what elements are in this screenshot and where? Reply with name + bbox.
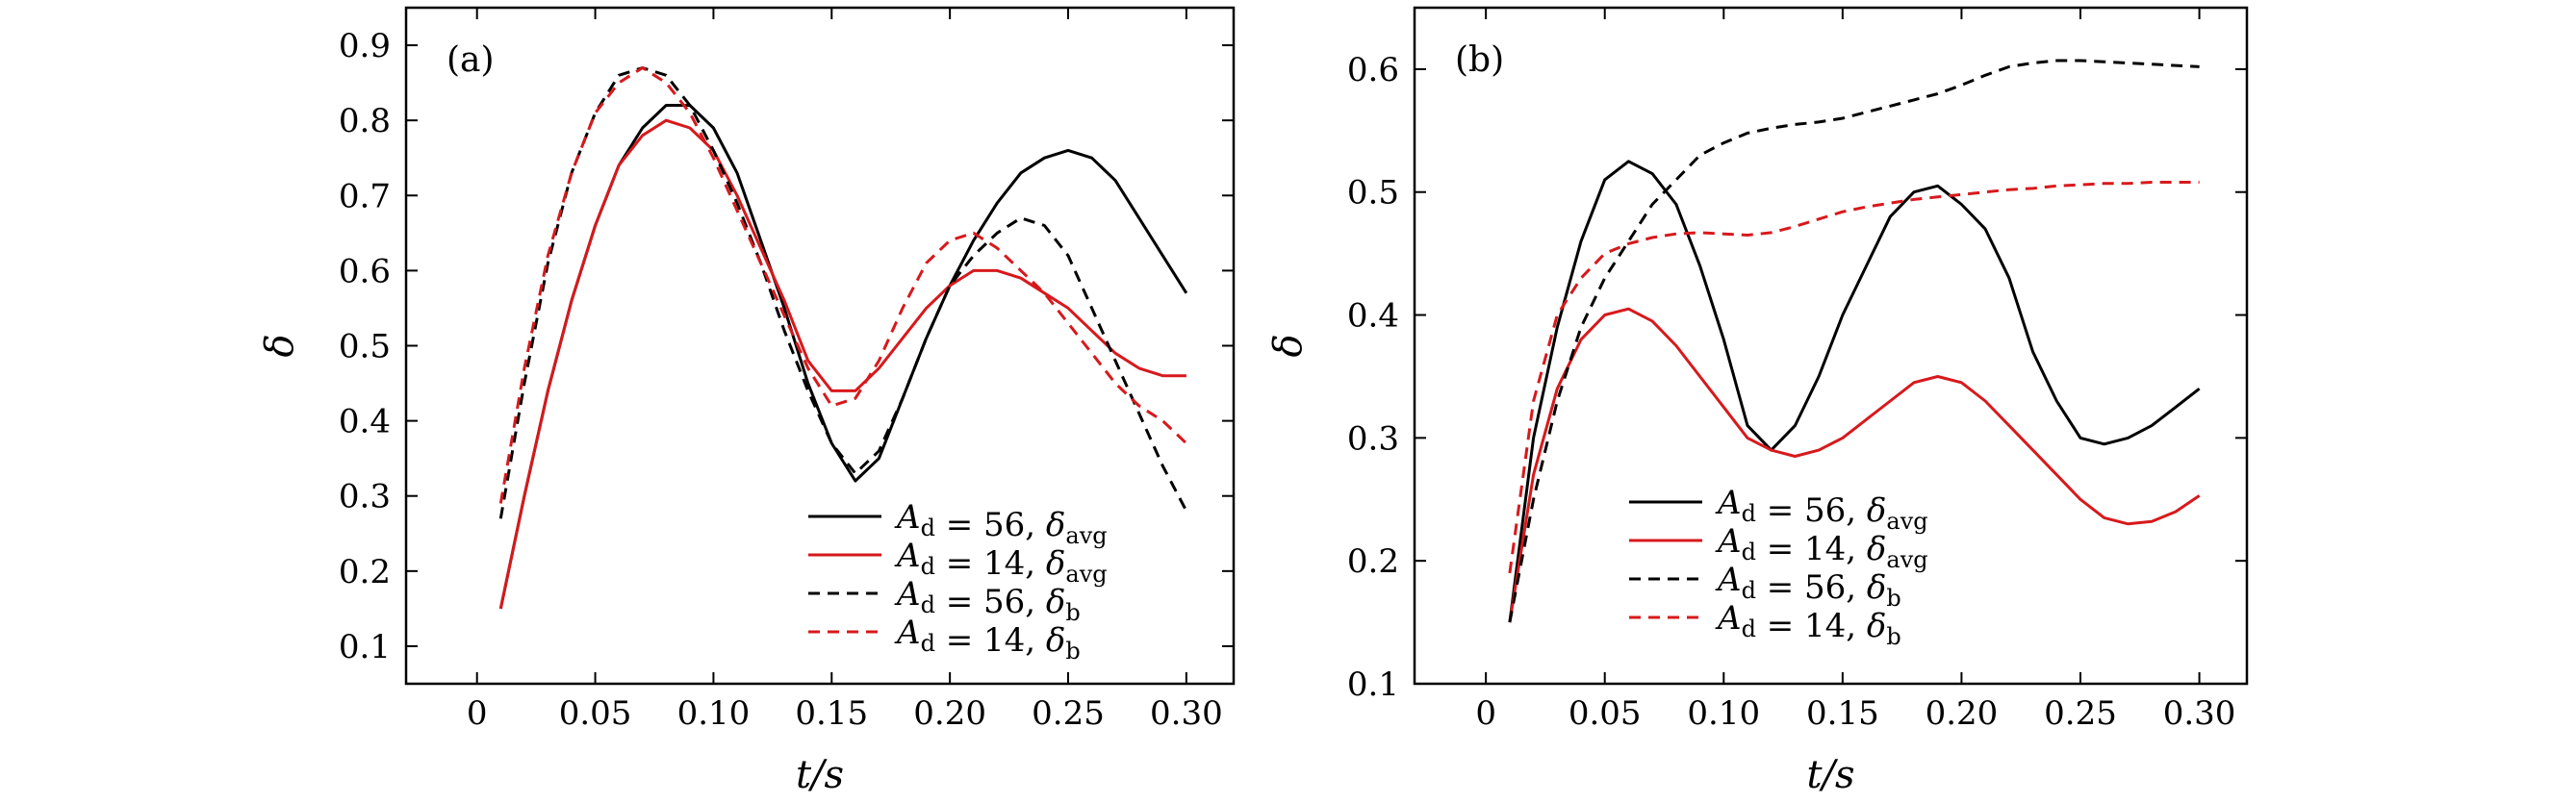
series-line-3 — [498, 66, 1187, 504]
legend-entry: Ad = 56, δb — [1715, 561, 1901, 612]
y-tick-label: 0.7 — [339, 177, 391, 215]
series-line-3 — [1508, 181, 2200, 574]
legend-text-part: δ — [1046, 544, 1065, 583]
legend-text-part: δ — [1867, 607, 1886, 645]
y-tick-label: 0.6 — [339, 252, 391, 290]
y-tick-label: 0.3 — [1347, 419, 1399, 458]
legend-entry: Ad = 14, δavg — [894, 537, 1108, 588]
legend-text-part: d — [1742, 577, 1756, 604]
panel-b: 0 0.05 0.10 0.15 0.20 0.25 0.30 0.1 0.2 0.3 0.4 0.5… — [1266, 6, 2249, 797]
legend-entry: Ad = 56, δavg — [1715, 484, 1928, 535]
legend-text-part: A — [1715, 522, 1742, 561]
y-tick-label: 0.6 — [1347, 51, 1399, 89]
x-tick-label: 0.20 — [913, 694, 986, 733]
panel-a: 0 0.05 0.10 0.15 0.20 0.25 0.30 0.1 0.2 0.3 0.4 0.5… — [258, 6, 1236, 797]
y-tick-label: 0.2 — [1347, 542, 1399, 581]
x-tick-label: 0.15 — [795, 694, 868, 733]
legend-text-part: avg — [1886, 546, 1927, 573]
y-tick-label: 0.5 — [1347, 174, 1399, 213]
legend-text-part: b — [1065, 638, 1080, 665]
series-line-0 — [1508, 160, 2201, 623]
legend-text-part: δ — [1867, 491, 1886, 530]
legend-text-part: d — [1742, 539, 1756, 565]
legend-text-part: avg — [1065, 522, 1107, 549]
x-tick-label: 0.10 — [677, 694, 751, 733]
legend-text-part: δ — [1046, 621, 1065, 660]
x-tick-label: 0.05 — [559, 694, 632, 733]
legend-text-part: b — [1065, 599, 1080, 626]
x-tick-label: 0.30 — [2163, 694, 2236, 733]
legend-entry: Ad = 56, δb — [894, 575, 1081, 626]
panel-label: (b) — [1455, 40, 1504, 80]
legend-text-part: δ — [1046, 506, 1065, 544]
legend-text-part: A — [894, 614, 921, 652]
legend-text-part: d — [921, 591, 935, 618]
legend-entry: Ad = 14, δb — [1715, 599, 1901, 650]
x-tick-label: 0.30 — [1150, 694, 1223, 733]
y-tick-label: 0.2 — [339, 553, 391, 591]
legend-text-part: A — [1715, 599, 1742, 638]
x-tick-label: 0.10 — [1687, 694, 1760, 733]
legend-text-part: A — [894, 575, 921, 614]
legend-text-part: A — [1715, 561, 1742, 599]
legend-text-part: d — [1742, 615, 1756, 642]
x-axis-title: t/s — [1806, 753, 1854, 797]
legend-text-part: A — [1715, 484, 1742, 522]
y-tick-label: 0.5 — [339, 328, 391, 366]
legend-text-part: d — [1742, 500, 1756, 527]
legend-entry: Ad = 14, δavg — [1715, 522, 1928, 573]
legend-text-part: = 56, — [935, 583, 1046, 621]
legend-text-part: = 14, — [935, 621, 1046, 660]
legend-entry: Ad = 14, δb — [894, 614, 1081, 665]
legend-text-part: = 56, — [935, 506, 1046, 544]
y-tick-label: 0.1 — [1347, 665, 1399, 704]
x-tick-label: 0.25 — [1032, 694, 1105, 733]
legend-text-part: = 56, — [1756, 568, 1867, 607]
panel-label: (a) — [446, 40, 495, 80]
series-line-1 — [498, 118, 1186, 610]
legend-text-part: δ — [1867, 568, 1886, 607]
legend-text-part: δ — [1867, 530, 1886, 568]
x-tick-label: 0.05 — [1569, 694, 1642, 733]
plot-frame — [1413, 6, 2249, 686]
series-line-2 — [1508, 59, 2200, 623]
series-line-2 — [498, 66, 1188, 519]
series-line-1 — [1508, 307, 2201, 623]
y-tick-label: 0.4 — [1347, 297, 1399, 336]
y-tick-label: 0.9 — [339, 27, 391, 65]
legend-text-part: = 14, — [1756, 530, 1867, 568]
legend-text-part: avg — [1065, 561, 1107, 588]
x-tick-label: 0 — [1475, 694, 1496, 733]
legend-text-part: A — [894, 537, 921, 575]
legend-text-part: = 14, — [1756, 607, 1867, 645]
y-axis-title: δ — [258, 334, 302, 357]
y-axis-title: δ — [1266, 334, 1311, 357]
legend-text-part: d — [921, 514, 935, 541]
y-tick-label: 0.8 — [339, 102, 391, 140]
x-tick-label: 0.25 — [2044, 694, 2117, 733]
y-tick-label: 0.4 — [339, 403, 391, 441]
legend-text-part: = 56, — [1756, 491, 1867, 530]
legend-text-part: A — [894, 498, 921, 537]
x-axis-title: t/s — [796, 753, 844, 797]
legend-text-part: δ — [1046, 583, 1065, 621]
legend-text-part: b — [1886, 623, 1900, 650]
legend-text-part: d — [921, 553, 935, 580]
legend-text-part: b — [1886, 585, 1900, 612]
legend-text-part: avg — [1886, 508, 1927, 535]
y-tick-label: 0.1 — [339, 628, 391, 666]
x-tick-label: 0.20 — [1926, 694, 1999, 733]
y-tick-label: 0.3 — [339, 478, 391, 516]
x-tick-label: 0.15 — [1806, 694, 1879, 733]
x-tick-label: 0 — [467, 694, 488, 733]
legend-text-part: = 14, — [935, 544, 1046, 583]
legend-text-part: d — [921, 630, 935, 657]
legend-entry: Ad = 56, δavg — [894, 498, 1108, 549]
